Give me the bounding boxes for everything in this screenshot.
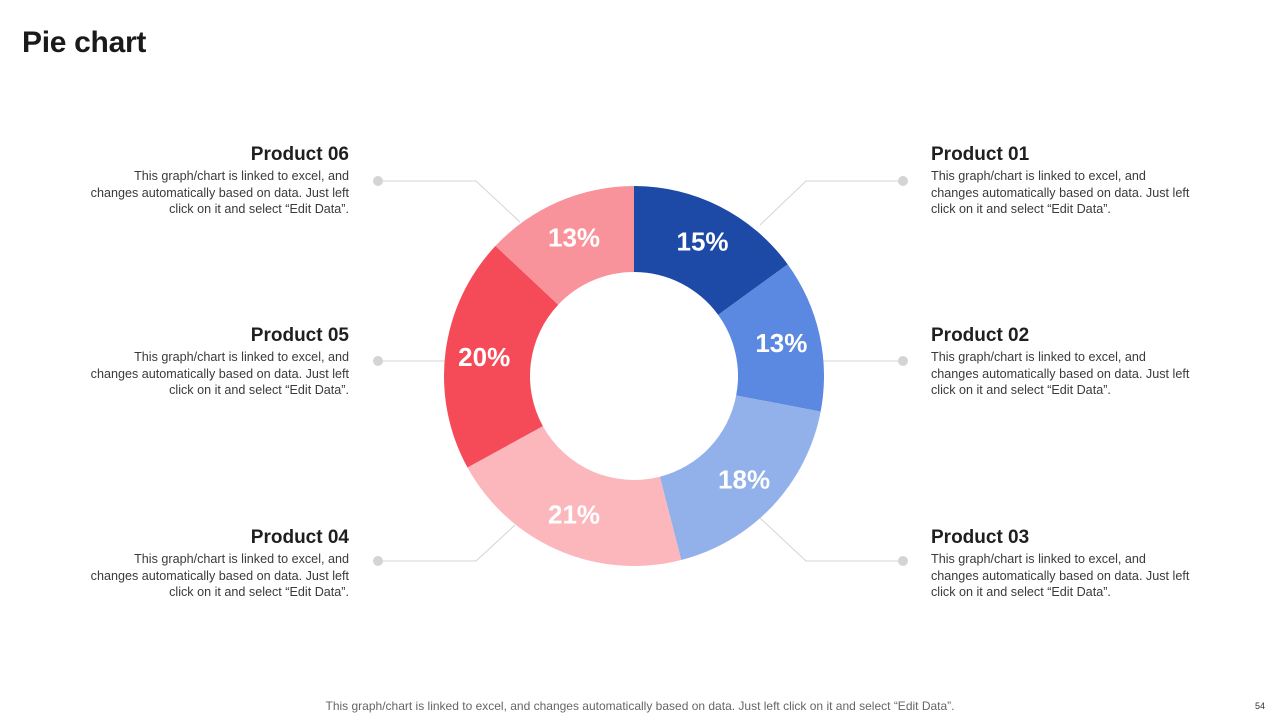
- connector-line: [759, 180, 903, 226]
- legend-description: This graph/chart is linked to excel, and…: [931, 169, 1190, 216]
- connector-dot: [373, 176, 383, 186]
- connector-6: [373, 176, 521, 223]
- connector-line: [759, 517, 903, 562]
- slice-product-04[interactable]: [467, 426, 682, 566]
- connector-dot: [898, 556, 908, 566]
- connector-1: [759, 176, 908, 226]
- slice-label: 15%: [677, 226, 729, 256]
- slice-product-02[interactable]: [718, 264, 824, 412]
- legend-title: Product 06: [250, 144, 349, 165]
- slice-product-05[interactable]: [443, 245, 559, 468]
- connector-dot: [373, 356, 383, 366]
- connector-dot: [373, 556, 383, 566]
- legend-description: This graph/chart is linked to excel, and…: [931, 350, 1190, 397]
- legend-product-04: Product 04 This graph/chart is linked to…: [83, 527, 349, 601]
- legend-description: This graph/chart is linked to excel, and…: [90, 552, 349, 599]
- slice-product-03[interactable]: [659, 395, 821, 561]
- slice-label: 21%: [548, 500, 600, 530]
- slice-label: 18%: [718, 464, 770, 494]
- page-title: Pie chart: [22, 26, 147, 59]
- legend-title: Product 01: [931, 144, 1030, 165]
- legend-product-01: Product 01 This graph/chart is linked to…: [931, 144, 1197, 218]
- slice-product-06[interactable]: [495, 186, 634, 305]
- page-number: 54: [1254, 701, 1265, 711]
- slice-product-01[interactable]: [634, 186, 788, 315]
- footer-note: This graph/chart is linked to excel, and…: [325, 699, 955, 713]
- legend-product-02: Product 02 This graph/chart is linked to…: [931, 325, 1197, 399]
- slice-label: 20%: [458, 342, 510, 372]
- legend-title: Product 03: [931, 527, 1030, 548]
- connector-dot: [898, 176, 908, 186]
- legend-product-06: Product 06 This graph/chart is linked to…: [83, 144, 349, 218]
- legend-title: Product 04: [250, 527, 349, 548]
- slice-label: 13%: [548, 222, 600, 252]
- connector-dot: [898, 356, 908, 366]
- legend-description: This graph/chart is linked to excel, and…: [90, 169, 349, 216]
- legend-product-03: Product 03 This graph/chart is linked to…: [931, 527, 1197, 601]
- legend-description: This graph/chart is linked to excel, and…: [90, 350, 349, 397]
- connector-3: [759, 517, 908, 566]
- slice-label: 13%: [755, 328, 807, 358]
- legend-description: This graph/chart is linked to excel, and…: [931, 552, 1190, 599]
- connector-line: [378, 524, 516, 562]
- connector-5: [373, 356, 446, 366]
- legend-title: Product 02: [931, 325, 1030, 346]
- legend-product-05: Product 05 This graph/chart is linked to…: [83, 325, 349, 399]
- connector-line: [378, 180, 521, 223]
- connector-2: [822, 356, 908, 366]
- connector-4: [373, 524, 516, 566]
- legend-title: Product 05: [250, 325, 349, 346]
